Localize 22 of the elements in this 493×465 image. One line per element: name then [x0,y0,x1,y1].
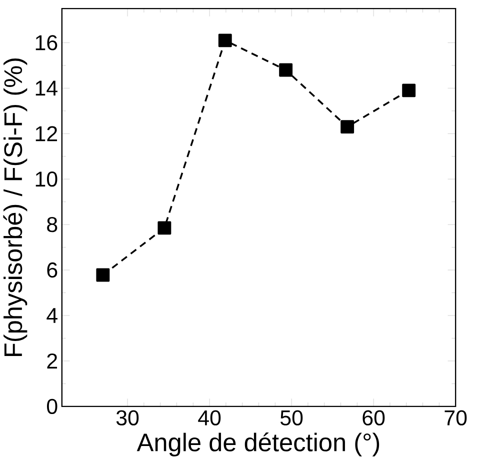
y-tick-label: 16 [36,34,58,50]
y-tick-label: 14 [36,80,58,96]
y-axis-title: F(physisorbé) / F(Si-F) (%) [3,58,28,356]
point [402,83,416,97]
y-tick-label: 8 [47,216,58,232]
point [279,63,293,76]
x-tick-label: 70 [444,410,467,426]
point [218,33,232,47]
x-axis-title: Angle de détection (°) [136,432,380,456]
point [158,221,172,234]
y-tick-label: 10 [36,171,58,186]
y-tick-label: 12 [36,126,58,141]
point [340,120,354,134]
y-tick-label: 4 [46,308,58,323]
x-tick-label: 30 [116,410,139,426]
x-tick-label: 60 [362,410,385,426]
x-tick-label: 50 [280,410,303,426]
y-tick-label: 6 [47,262,58,278]
y-tick-label: 2 [47,353,58,368]
y-tick-label: 0 [47,398,58,414]
x-tick-label: 40 [198,410,221,426]
point [96,268,110,282]
